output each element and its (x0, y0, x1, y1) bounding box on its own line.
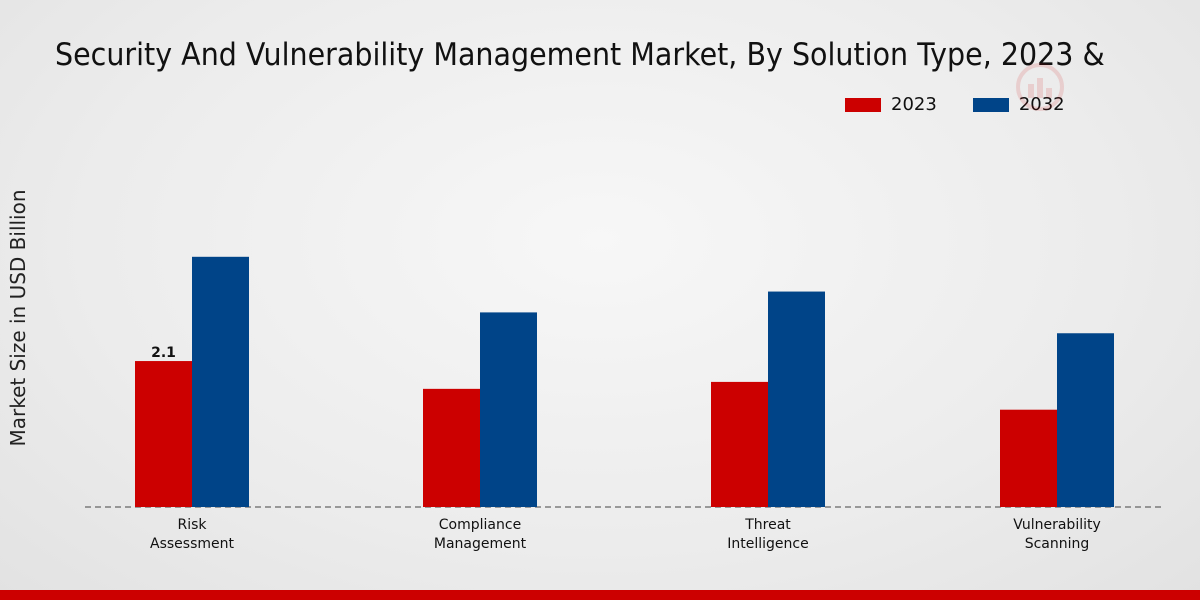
x-tick-label: Threat (744, 517, 791, 533)
legend-swatch-2023 (845, 97, 881, 112)
legend-label-2023: 2023 (891, 94, 937, 115)
bar-2032-3 (1057, 333, 1114, 507)
x-tick-label: Risk (177, 517, 207, 533)
legend-swatch-2032 (972, 97, 1009, 112)
chart-title: Security And Vulnerability Management Ma… (55, 37, 1109, 73)
bottom-accent-bar (0, 590, 1200, 600)
legend-label-2032: 2032 (1018, 94, 1065, 115)
legend: 2023 2032 (845, 94, 1101, 115)
x-tick-label: Compliance (439, 517, 521, 533)
bar-2023-3 (1000, 409, 1057, 507)
bar-2023-1 (423, 388, 480, 507)
x-tick-label: Assessment (150, 536, 234, 552)
bar-2023-2 (711, 381, 768, 507)
legend-item-2023: 2023 (845, 94, 937, 115)
data-label: 2.1 (151, 345, 176, 361)
bar-2032-1 (480, 312, 537, 507)
x-tick-label: Intelligence (727, 536, 808, 552)
x-tick-label: Vulnerability (1013, 517, 1101, 533)
bar-2032-2 (768, 291, 825, 507)
x-tick-label: Management (434, 536, 527, 552)
x-tick-label: Scanning (1025, 536, 1090, 552)
bar-2023-0 (135, 361, 192, 507)
watermark-logo-icon (1016, 63, 1064, 111)
bar-2032-0 (192, 256, 249, 507)
legend-item-2032: 2032 (972, 94, 1065, 115)
